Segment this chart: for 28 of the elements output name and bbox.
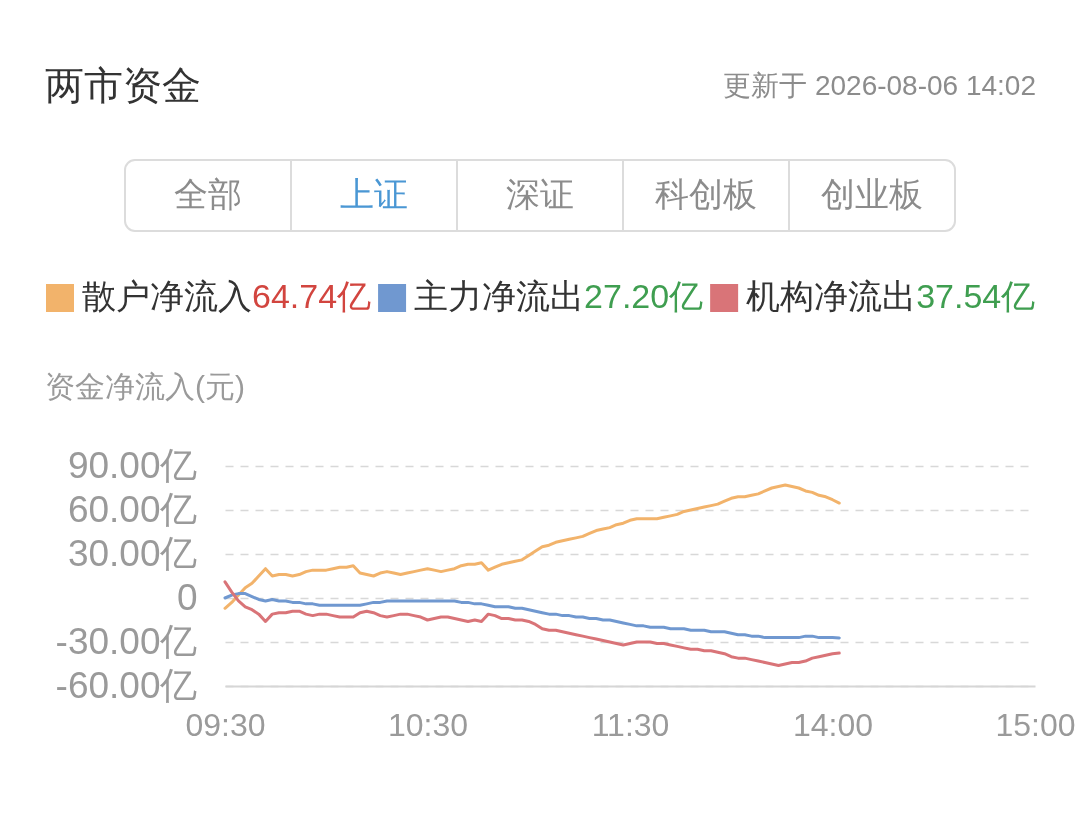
text: 科创板 bbox=[655, 174, 757, 213]
x-tick-label: 09:30 bbox=[185, 706, 266, 743]
line-series bbox=[223, 580, 841, 667]
legend-label: 主力净流出 bbox=[414, 277, 585, 315]
text: 创业板 bbox=[821, 174, 923, 213]
text: 上证 bbox=[340, 174, 408, 213]
y-tick-label: 0 bbox=[176, 576, 198, 618]
y-tick-label: 60.00亿 bbox=[67, 488, 198, 530]
y-tick-label: -60.00亿 bbox=[55, 664, 198, 706]
y-tick-label: 30.00亿 bbox=[67, 532, 198, 574]
text: 全部 bbox=[174, 174, 242, 213]
text: 37.54亿 bbox=[916, 277, 1036, 315]
legend-label: 散户净流入 bbox=[82, 277, 252, 315]
x-tick-label: 10:30 bbox=[387, 706, 469, 743]
chart-subtitle: 更新于 2026-08-06 14:02 bbox=[723, 70, 1036, 101]
line-series bbox=[223, 592, 841, 640]
x-tick-label: 15:00 bbox=[995, 706, 1076, 743]
text: 27.20亿 bbox=[584, 277, 704, 315]
y-tick-label: 90.00亿 bbox=[67, 444, 198, 486]
text: 深证 bbox=[506, 174, 574, 213]
y-axis-title: 资金净流入(元) bbox=[45, 370, 245, 403]
chart-title: 两市资金 bbox=[45, 64, 201, 107]
y-tick-label: -30.00亿 bbox=[55, 620, 198, 662]
x-tick-label: 14:00 bbox=[792, 706, 874, 743]
line-series bbox=[223, 483, 841, 610]
text: 64.74亿 bbox=[252, 277, 372, 315]
legend-label: 机构净流出 bbox=[746, 277, 917, 315]
x-tick-label: 11:30 bbox=[591, 706, 670, 743]
